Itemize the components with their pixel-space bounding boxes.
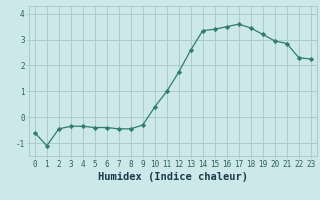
X-axis label: Humidex (Indice chaleur): Humidex (Indice chaleur): [98, 172, 248, 182]
